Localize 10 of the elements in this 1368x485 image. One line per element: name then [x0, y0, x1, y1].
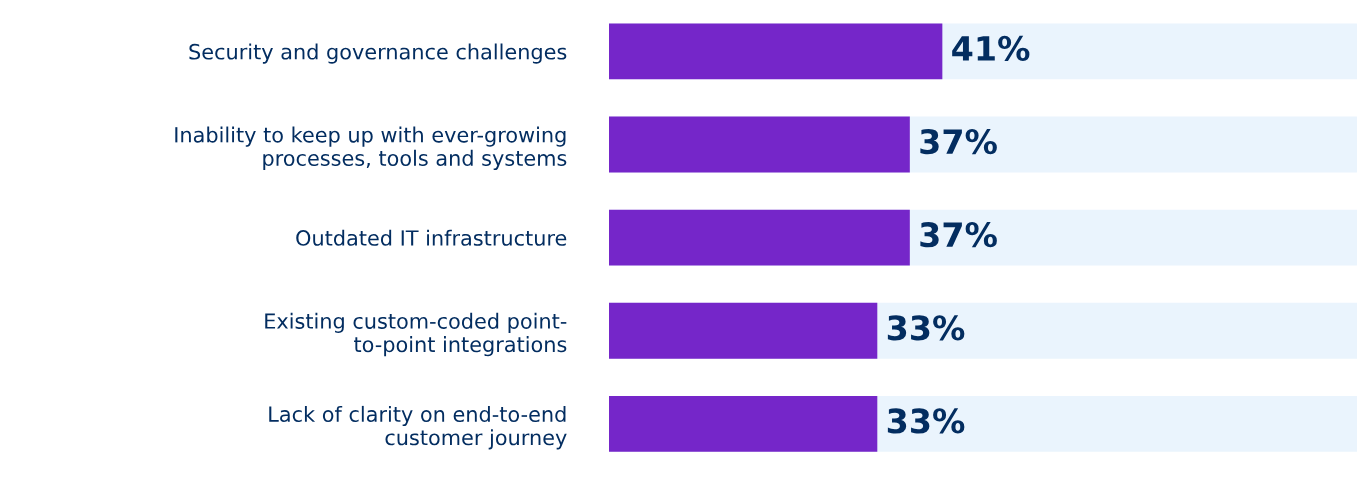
data-label: 37%: [920, 128, 997, 155]
y-tick-label: Inability to keep up with ever-growing processes, tools and systems: [175, 126, 567, 171]
data-label: 41%: [952, 35, 1030, 62]
y-tick-label: Security and governance challenges: [189, 43, 567, 64]
data-label: 37%: [920, 222, 997, 248]
y-tick-label: Lack of clarity on end-to-end customer journey: [269, 405, 567, 450]
data-label: 33%: [887, 408, 965, 434]
y-tick-label: Existing custom-coded point- to-point integrations: [265, 312, 567, 357]
y-tick-label: Outdated IT infrastructure: [296, 229, 567, 246]
data-label: 33%: [887, 315, 965, 341]
